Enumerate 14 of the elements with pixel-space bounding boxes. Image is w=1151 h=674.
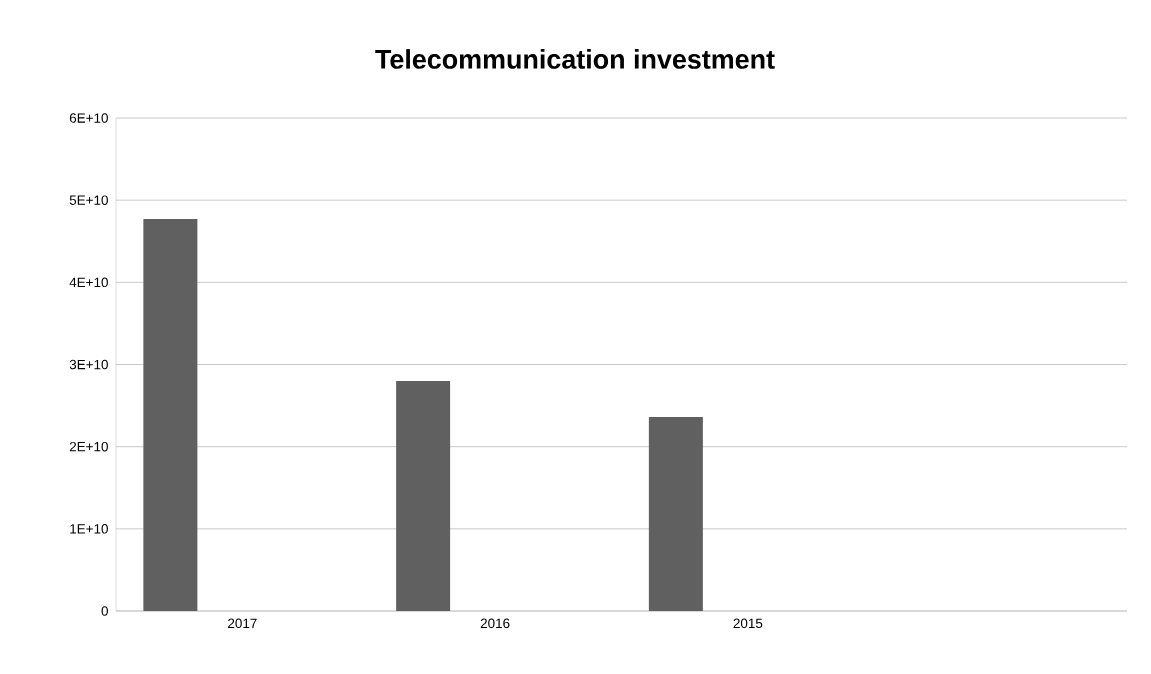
y-tick-label: 4E+10 (69, 277, 108, 288)
x-tick-label: 2015 (733, 618, 763, 629)
y-tick-label: 1E+10 (70, 524, 108, 534)
y-tick-label: 0 (101, 606, 108, 616)
chart-title: Telecommunication investment (375, 49, 775, 69)
y-tick-label: 6E+10 (69, 113, 108, 123)
bar (396, 380, 451, 611)
x-tick-label: 2016 (480, 618, 510, 629)
x-tick-label: 2017 (228, 618, 257, 629)
bar (143, 219, 198, 611)
bar (648, 417, 703, 611)
y-tick-label: 3E+10 (69, 359, 108, 370)
y-tick-label: 5E+10 (69, 195, 108, 205)
y-tick-label: 2E+10 (69, 441, 108, 452)
